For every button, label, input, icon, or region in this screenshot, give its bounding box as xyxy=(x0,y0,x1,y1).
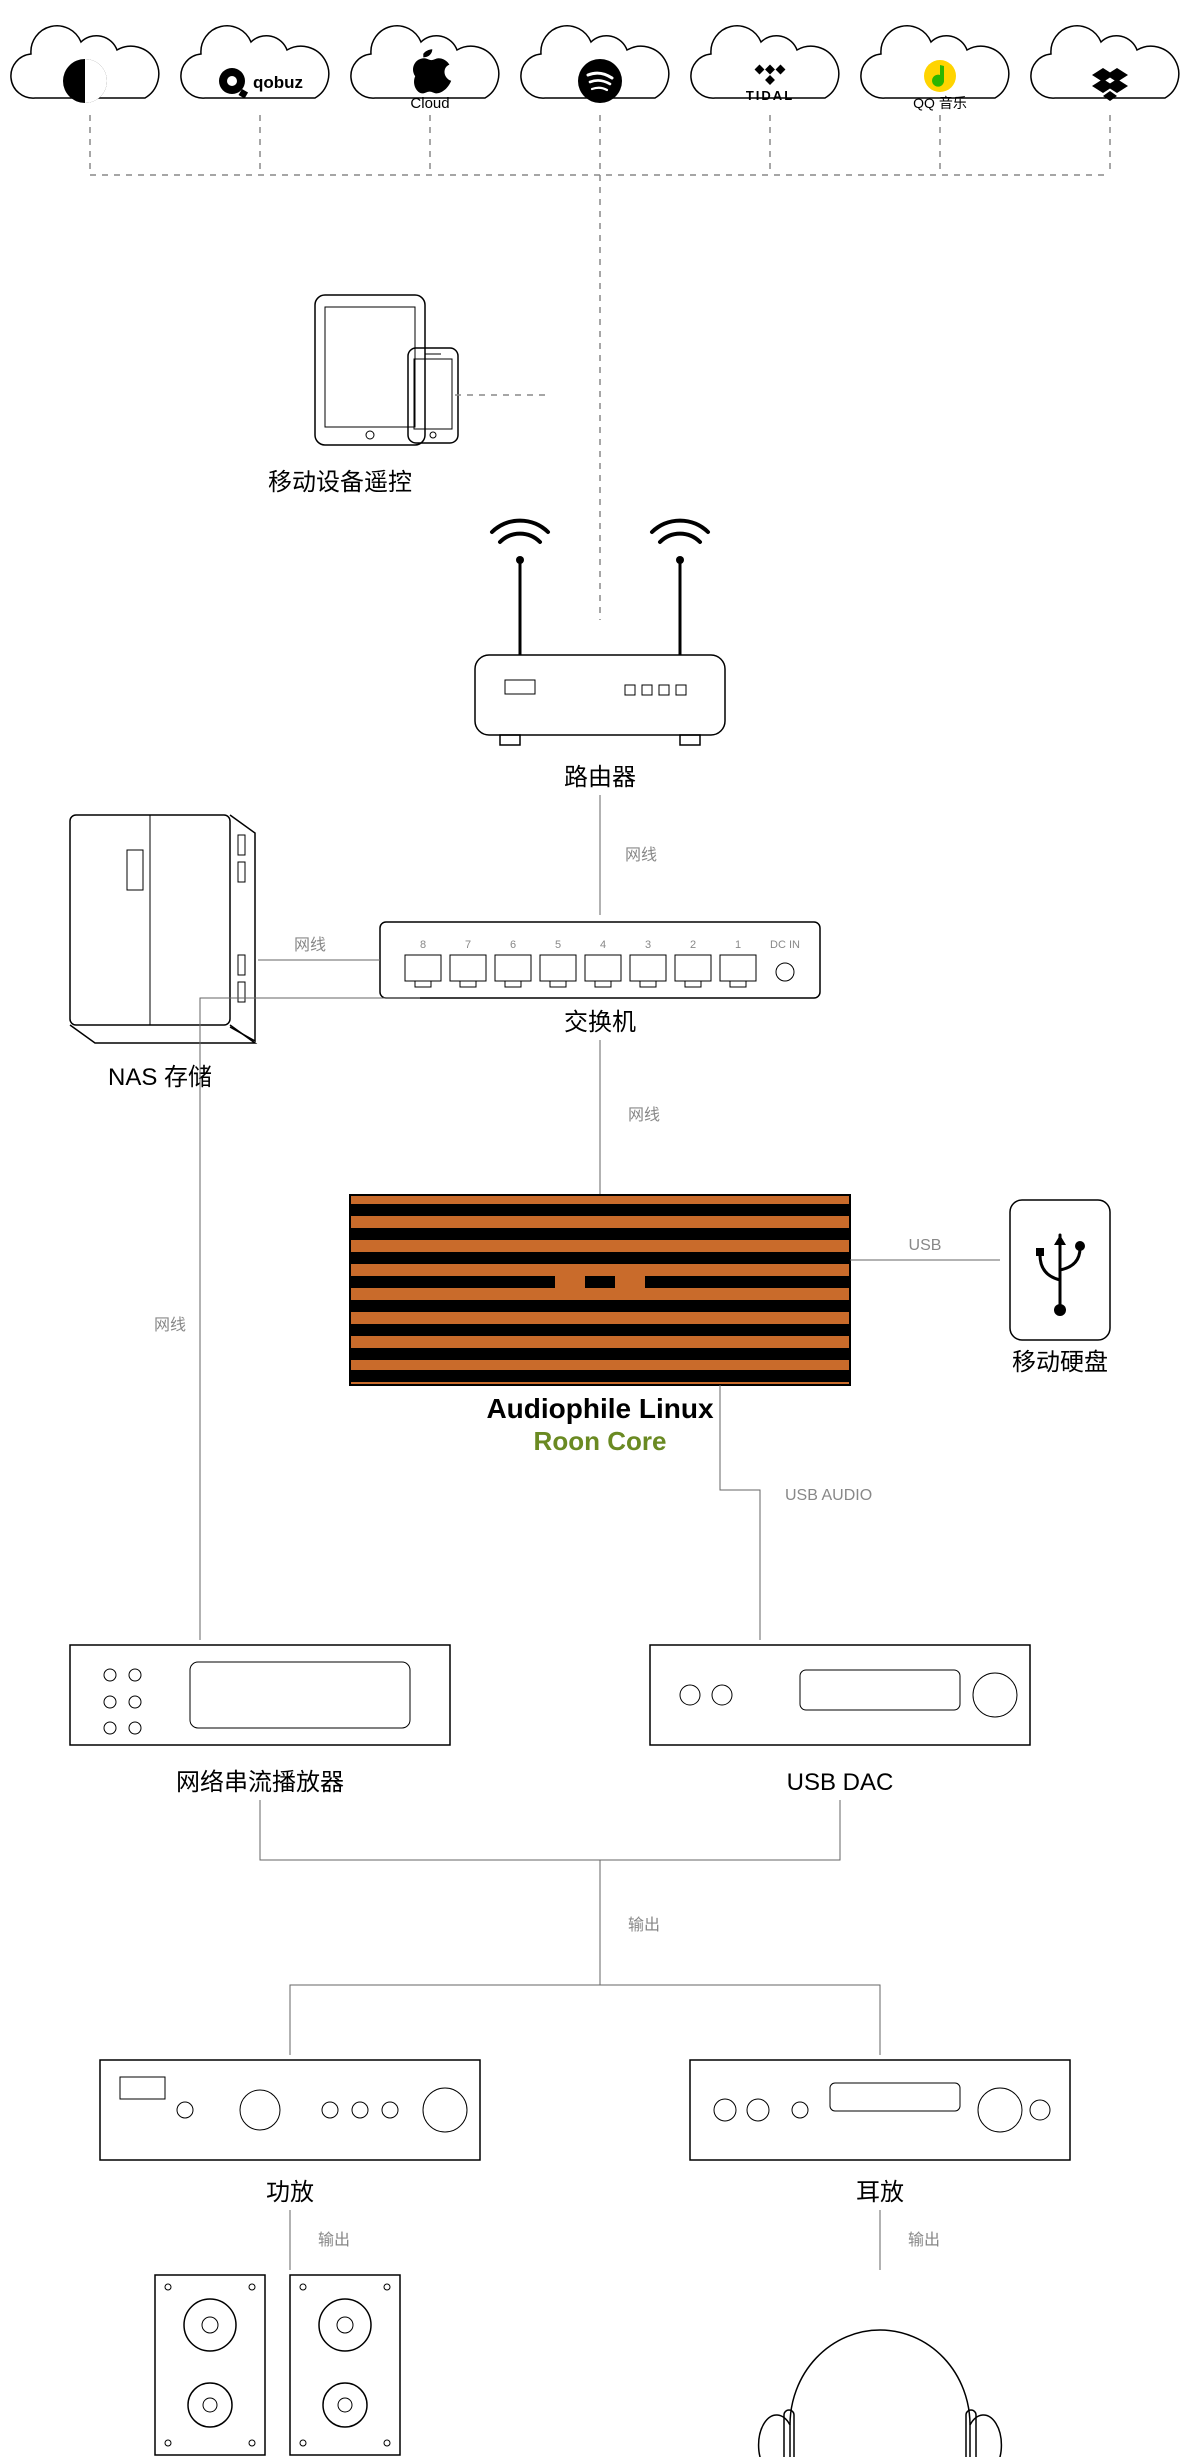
svg-text:6: 6 xyxy=(510,939,516,951)
headamp-label: 耳放 xyxy=(856,2179,904,2206)
switch-label: 交换机 xyxy=(564,1009,636,1036)
svg-text:4: 4 xyxy=(600,939,606,951)
output-label-1: 输出 xyxy=(628,1916,660,1934)
headphone-amp xyxy=(690,2060,1070,2160)
roon-core-box xyxy=(350,1195,850,1385)
streamer-label: 网络串流播放器 xyxy=(176,1769,344,1796)
output-label-3: 输出 xyxy=(908,2231,940,2249)
svg-text:7: 7 xyxy=(465,939,471,951)
cloud-icloud-label: Cloud xyxy=(410,95,449,112)
cloud-row: qobuz Cloud TIDAL QQ 音乐 xyxy=(11,26,1179,112)
output-label-2: 输出 xyxy=(318,2231,350,2249)
svg-text:5: 5 xyxy=(555,939,561,951)
nas-device xyxy=(70,815,255,1043)
speakers xyxy=(155,2275,400,2455)
usb-dac-label: USB DAC xyxy=(787,1769,894,1796)
mobile-devices xyxy=(315,295,458,445)
network-streamer xyxy=(70,1645,450,1745)
diagram-canvas: qobuz Cloud TIDAL QQ 音乐 xyxy=(0,0,1200,2457)
ethernet-label-1: 网线 xyxy=(625,846,657,864)
cloud-qobuz-label: qobuz xyxy=(253,73,303,92)
audiophile-title: Audiophile Linux xyxy=(486,1393,714,1424)
ethernet-label-3: 网线 xyxy=(154,1316,186,1334)
roon-core-title: Roon Core xyxy=(534,1426,667,1456)
router-label: 路由器 xyxy=(564,764,636,791)
svg-text:1: 1 xyxy=(735,939,741,951)
power-amp xyxy=(100,2060,480,2160)
svg-text:2: 2 xyxy=(690,939,696,951)
svg-text:DC IN: DC IN xyxy=(770,939,800,951)
svg-text:3: 3 xyxy=(645,939,651,951)
ethernet-label-2: 网线 xyxy=(628,1106,660,1124)
usb-label: USB xyxy=(909,1237,942,1254)
mobile-remote-label: 移动设备遥控 xyxy=(268,469,412,496)
headphones xyxy=(759,2330,1002,2457)
nas-label: NAS 存储 xyxy=(108,1064,212,1091)
cloud-dashed-lines xyxy=(90,115,1110,620)
router-device xyxy=(475,521,725,745)
amp-label: 功放 xyxy=(266,2179,314,2206)
svg-text:8: 8 xyxy=(420,939,426,951)
cloud-tidal-label: TIDAL xyxy=(746,88,794,103)
ethernet-label-nas: 网线 xyxy=(294,936,326,954)
switch-device: 8 7 6 5 4 3 2 1 DC IN xyxy=(380,922,820,998)
ext-hdd-label: 移动硬盘 xyxy=(1012,1349,1108,1376)
usb-audio-label: USB AUDIO xyxy=(785,1487,872,1504)
usb-dac xyxy=(650,1645,1030,1745)
external-hdd xyxy=(1010,1200,1110,1340)
cloud-qq-label: QQ 音乐 xyxy=(913,95,967,111)
